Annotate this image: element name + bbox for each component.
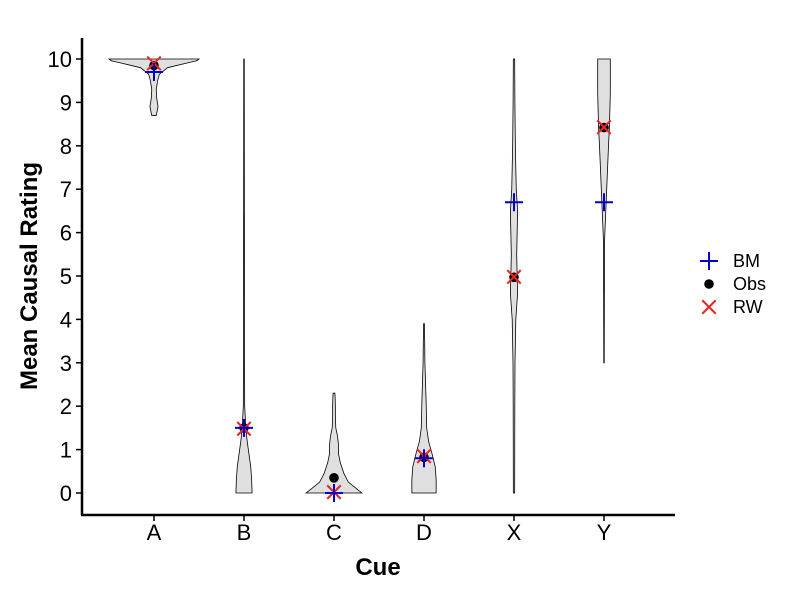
marker-bm-D: [415, 449, 433, 468]
y-tick-label: 6: [60, 221, 72, 246]
y-axis-title: Mean Causal Rating: [16, 162, 43, 390]
y-tick-label: 2: [60, 394, 72, 419]
y-tick-label: 9: [60, 90, 72, 115]
legend-key-rw: [701, 299, 717, 315]
x-tick-label: B: [237, 520, 252, 545]
y-ticks-layer: 0 1 2 3 4 5 6 7 8 9 10: [48, 47, 82, 506]
y-tick-label: 8: [60, 134, 72, 159]
marker-bm-C: [325, 484, 343, 502]
x-tick-label: X: [507, 520, 522, 545]
violin-D: [411, 323, 437, 494]
y-tick-label: 3: [60, 351, 72, 376]
x-tick-label: C: [326, 520, 342, 545]
markers-layer: [145, 55, 613, 502]
x-tick-label: Y: [597, 520, 612, 545]
marker-bm-Y: [595, 193, 613, 212]
x-tick-label: D: [416, 520, 432, 545]
marker-rw-X: [506, 269, 522, 285]
marker-bm-B: [235, 418, 253, 437]
y-tick-label: 5: [60, 264, 72, 289]
y-tick-label: 4: [60, 307, 72, 332]
marker-bm-X: [505, 193, 523, 212]
marker-bm-A: [145, 63, 163, 82]
violin-C: [304, 392, 364, 494]
violins-layer: [107, 58, 611, 494]
legend-label-rw: RW: [733, 297, 763, 317]
violin-B: [235, 58, 253, 494]
legend: BM Obs RW: [700, 251, 766, 317]
y-tick-label: 1: [60, 438, 72, 463]
legend-key-bm: [700, 252, 718, 270]
y-tick-label: 10: [48, 47, 72, 72]
violin-A: [107, 58, 201, 116]
x-axis-title: Cue: [355, 554, 400, 581]
legend-label-obs: Obs: [733, 274, 766, 294]
marker-rw-Y: [596, 119, 612, 135]
y-tick-label: 7: [60, 177, 72, 202]
y-tick-label: 0: [60, 481, 72, 506]
marker-obs-C: [329, 473, 339, 483]
legend-key-obs: [704, 279, 714, 289]
legend-label-bm: BM: [733, 251, 760, 271]
x-tick-label: A: [147, 520, 162, 545]
